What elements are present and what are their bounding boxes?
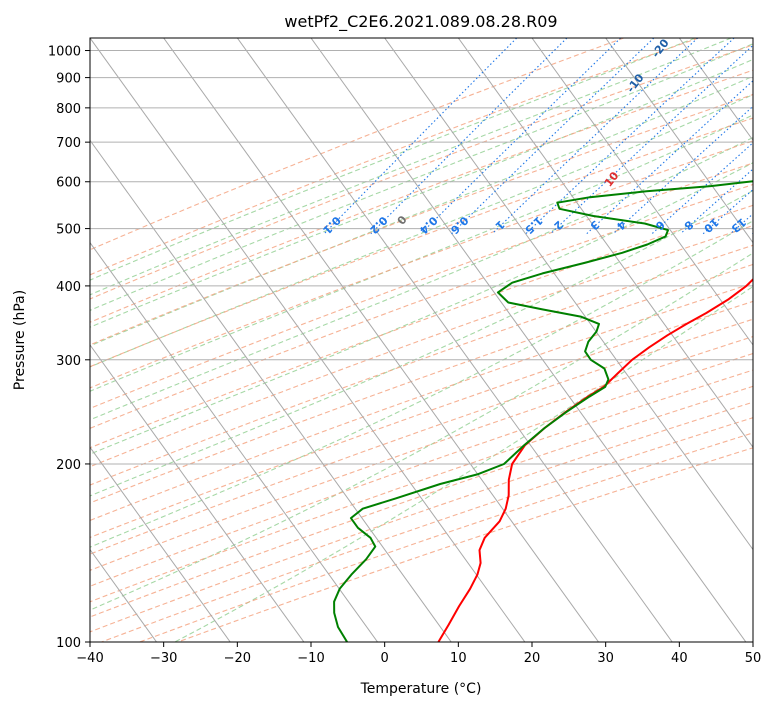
mixing-ratio-lines: [323, 38, 753, 235]
dry-adiabat: [90, 318, 753, 555]
moist-adiabat: [90, 38, 696, 281]
dry-adiabat: [90, 224, 753, 468]
x-tick-label: 0: [381, 651, 389, 666]
isotherm-line: [605, 38, 753, 244]
isotherm-line: [457, 38, 753, 449]
y-tick-label: 800: [56, 102, 81, 117]
mixing-ratio-line: [525, 38, 735, 235]
moist-adiabats: [90, 38, 753, 642]
isotherms: [90, 38, 753, 642]
y-tick-label: 400: [56, 280, 81, 295]
mixing-ratio-label: 16: [750, 215, 770, 235]
isotherm-line: [236, 38, 673, 642]
dry-adiabat: [90, 335, 753, 571]
x-tick-label: −40: [76, 651, 103, 666]
isotherm-line: [90, 446, 231, 642]
y-tick-label: 1000: [48, 45, 81, 60]
isotherm-line: [531, 38, 753, 346]
dry-adiabat: [90, 244, 753, 486]
mixing-ratio-line: [451, 38, 655, 235]
y-tick-label: 200: [56, 458, 81, 473]
x-tick-label: −20: [224, 651, 251, 666]
isotherm-line: [90, 344, 305, 642]
dry-adiabat: [90, 204, 753, 449]
x-tick-label: −10: [297, 651, 324, 666]
x-axis-label: Temperature (°C): [360, 681, 482, 697]
x-tick-label: −30: [150, 651, 177, 666]
dry-adiabat: [90, 38, 699, 276]
mixing-ratio-line: [323, 38, 518, 235]
mixing-ratio-line: [420, 38, 622, 235]
dry-adiabat: [90, 162, 753, 409]
moist-adiabat: [90, 43, 753, 311]
x-tick-label: 50: [745, 651, 762, 666]
plot-frame: [89, 37, 754, 643]
dry-adiabat: [90, 282, 753, 522]
mixing-ratio-line: [680, 168, 753, 235]
x-tick-label: 20: [524, 651, 541, 666]
chart-title: wetPf2_C2E6.2021.089.08.28.R09: [284, 12, 557, 32]
dry-adiabat: [90, 44, 753, 300]
mixing-ratio-line: [550, 44, 753, 235]
sounding-series: [333, 180, 753, 642]
y-tick-label: 900: [56, 72, 81, 87]
isotherm-line: [163, 38, 599, 642]
y-tick-label: 600: [56, 176, 81, 191]
y-axis: 100 200 300 400 500 600 700 800 900 1000: [48, 45, 90, 651]
y-tick-label: 500: [56, 223, 81, 238]
temperature-profile: [437, 278, 753, 642]
isotherm-line: [90, 38, 526, 642]
dewpoint-profile: [333, 180, 753, 642]
isotherm-line: [90, 139, 452, 642]
y-axis-label: Pressure (hPa): [12, 290, 28, 390]
y-tick-label: 700: [56, 136, 81, 151]
isotherm-line: [310, 38, 747, 642]
x-tick-label: 40: [671, 651, 688, 666]
moist-adiabat: [90, 162, 753, 455]
moist-adiabat: [90, 220, 753, 548]
y-tick-label: 300: [56, 354, 81, 369]
dry-adiabat: [90, 369, 753, 603]
dry-adiabat: [90, 38, 624, 251]
dry-adiabat: [90, 69, 753, 323]
isotherm-line: [678, 38, 753, 142]
dry-adiabat: [90, 183, 753, 429]
dry-adiabat: [90, 117, 753, 368]
moist-adiabat: [90, 38, 732, 296]
mixing-ratio-line: [370, 38, 568, 235]
isotherm-line: [90, 241, 378, 642]
y-tick-label: 100: [56, 636, 81, 651]
dry-adiabat: [90, 352, 753, 587]
isotherm-line: [384, 38, 753, 551]
dry-adiabats: [90, 38, 753, 642]
x-tick-label: 30: [597, 651, 614, 666]
moist-adiabat: [174, 285, 753, 642]
mixing-ratio-line: [612, 105, 753, 235]
mixing-ratio-line: [491, 38, 699, 235]
dry-adiabat: [90, 300, 753, 539]
dry-adiabat: [90, 263, 753, 504]
x-tick-label: 10: [450, 651, 467, 666]
moist-adiabat: [90, 114, 753, 392]
x-axis: −40 −30 −20 −10 0 10 20 30 40 50: [76, 642, 761, 666]
moist-adiabat: [90, 189, 753, 497]
